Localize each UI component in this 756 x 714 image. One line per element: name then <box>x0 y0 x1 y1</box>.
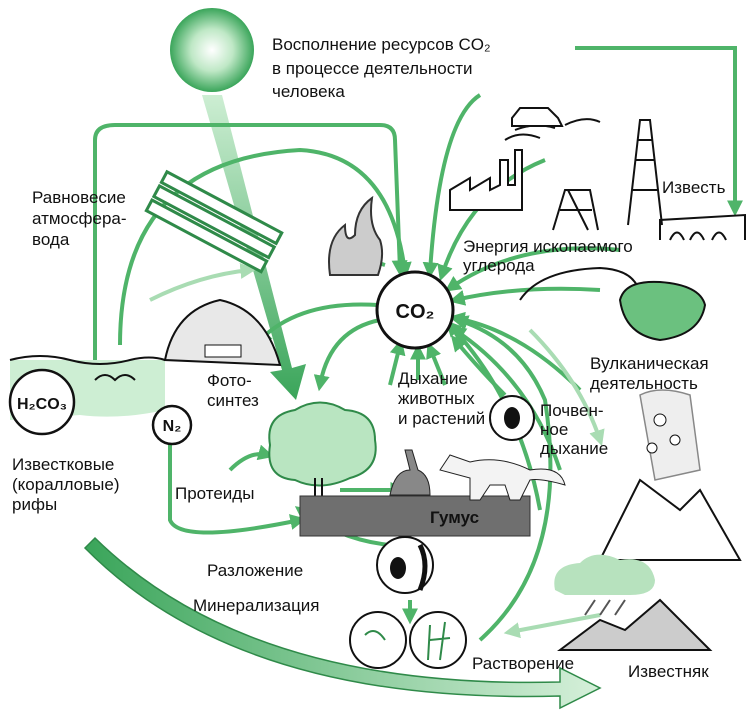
carbon-cycle-diagram: Восполнение ресурсов CO₂ в процессе деят… <box>0 0 756 714</box>
respiration-label: и растений <box>398 409 485 428</box>
cycle-arrows-part <box>320 320 380 385</box>
respiration-label: животных <box>398 389 475 408</box>
animals <box>390 450 565 500</box>
tree-part <box>269 403 375 486</box>
volcanic-label: Вулканическая <box>590 354 709 373</box>
volcano <box>600 390 740 560</box>
fossil-energy-label: углерода <box>463 256 535 275</box>
rain-cloud <box>554 555 655 615</box>
reefs-label: (коралловые) <box>12 475 120 494</box>
soil-respiration-label: Почвен- <box>540 401 604 420</box>
soil-respiration-label: ное <box>540 420 568 439</box>
cycle-arrows-part <box>150 270 250 300</box>
equilibrium-label: Равновесие <box>32 188 126 207</box>
bottom-arrow-part <box>85 538 600 708</box>
industry-part <box>565 119 600 125</box>
replenish-label: в процессе деятельности <box>272 59 473 78</box>
soil-organisms-part <box>390 557 406 579</box>
bottom-arrow <box>85 538 600 708</box>
nitrogen-label: N₂ <box>163 418 182 435</box>
cycle-arrows-part <box>230 454 268 470</box>
reefs-label: Известковые <box>12 455 114 474</box>
sun-part <box>170 8 254 92</box>
soil-organisms-part <box>350 612 406 668</box>
volcano-part <box>647 443 657 453</box>
photosynthesis-label: синтез <box>207 391 259 410</box>
humus-label: Гумус <box>430 508 479 527</box>
dissolution-label: Растворение <box>472 654 574 673</box>
limestone-mountains-part <box>560 600 710 650</box>
soil-respiration-label: дыхание <box>540 439 608 458</box>
limestone-mountains <box>560 600 710 650</box>
coral-mound <box>165 300 280 365</box>
rain-cloud-part <box>585 600 625 615</box>
volcano-part <box>670 435 680 445</box>
animals-part <box>440 455 565 500</box>
equilibrium-label: атмосфера- <box>32 209 127 228</box>
replenish-label: Восполнение ресурсов CO₂ <box>272 35 491 54</box>
page: {"labels": { "replenish": ["Восполнение … <box>0 0 756 714</box>
volcano-part <box>600 480 740 560</box>
fire-part <box>329 198 382 275</box>
fire <box>329 198 382 275</box>
industry <box>450 108 745 240</box>
humus-layer-part <box>300 496 530 536</box>
sun <box>170 8 254 92</box>
sea-water <box>10 356 165 434</box>
industry-part <box>505 125 555 140</box>
respiration-label: Дыхание <box>398 369 468 388</box>
industry-part <box>628 120 662 225</box>
photosynthesis-label: Фото- <box>207 371 252 390</box>
decomposition-label: Разложение <box>207 561 303 580</box>
industry-part <box>512 108 562 126</box>
equilibrium-label: вода <box>32 230 70 249</box>
mineralization-label: Минерализация <box>193 596 320 615</box>
fossil-deposits <box>520 268 705 340</box>
carbonic-acid-label: H₂CO₃ <box>17 396 67 413</box>
animals-part <box>390 450 430 495</box>
co2-label: CO₂ <box>396 301 435 323</box>
industry-part <box>660 215 745 240</box>
humus-layer <box>300 496 530 536</box>
industry-part <box>553 190 598 230</box>
limestone-label: Известняк <box>628 662 709 681</box>
volcanic-label: деятельность <box>590 374 698 393</box>
pipes <box>146 172 281 272</box>
replenish-label: человека <box>272 82 345 101</box>
soil-organisms-part <box>504 407 520 429</box>
reefs-label: рифы <box>12 495 57 514</box>
coral-mound-part <box>205 345 241 357</box>
tree <box>269 403 375 511</box>
fossil-energy-label: Энергия ископаемого <box>463 237 633 256</box>
volcano-part <box>640 390 700 480</box>
lime-label: Известь <box>662 178 726 197</box>
volcano-part <box>654 414 666 426</box>
proteins-label: Протеиды <box>175 484 254 503</box>
fossil-deposits-part <box>620 282 705 340</box>
